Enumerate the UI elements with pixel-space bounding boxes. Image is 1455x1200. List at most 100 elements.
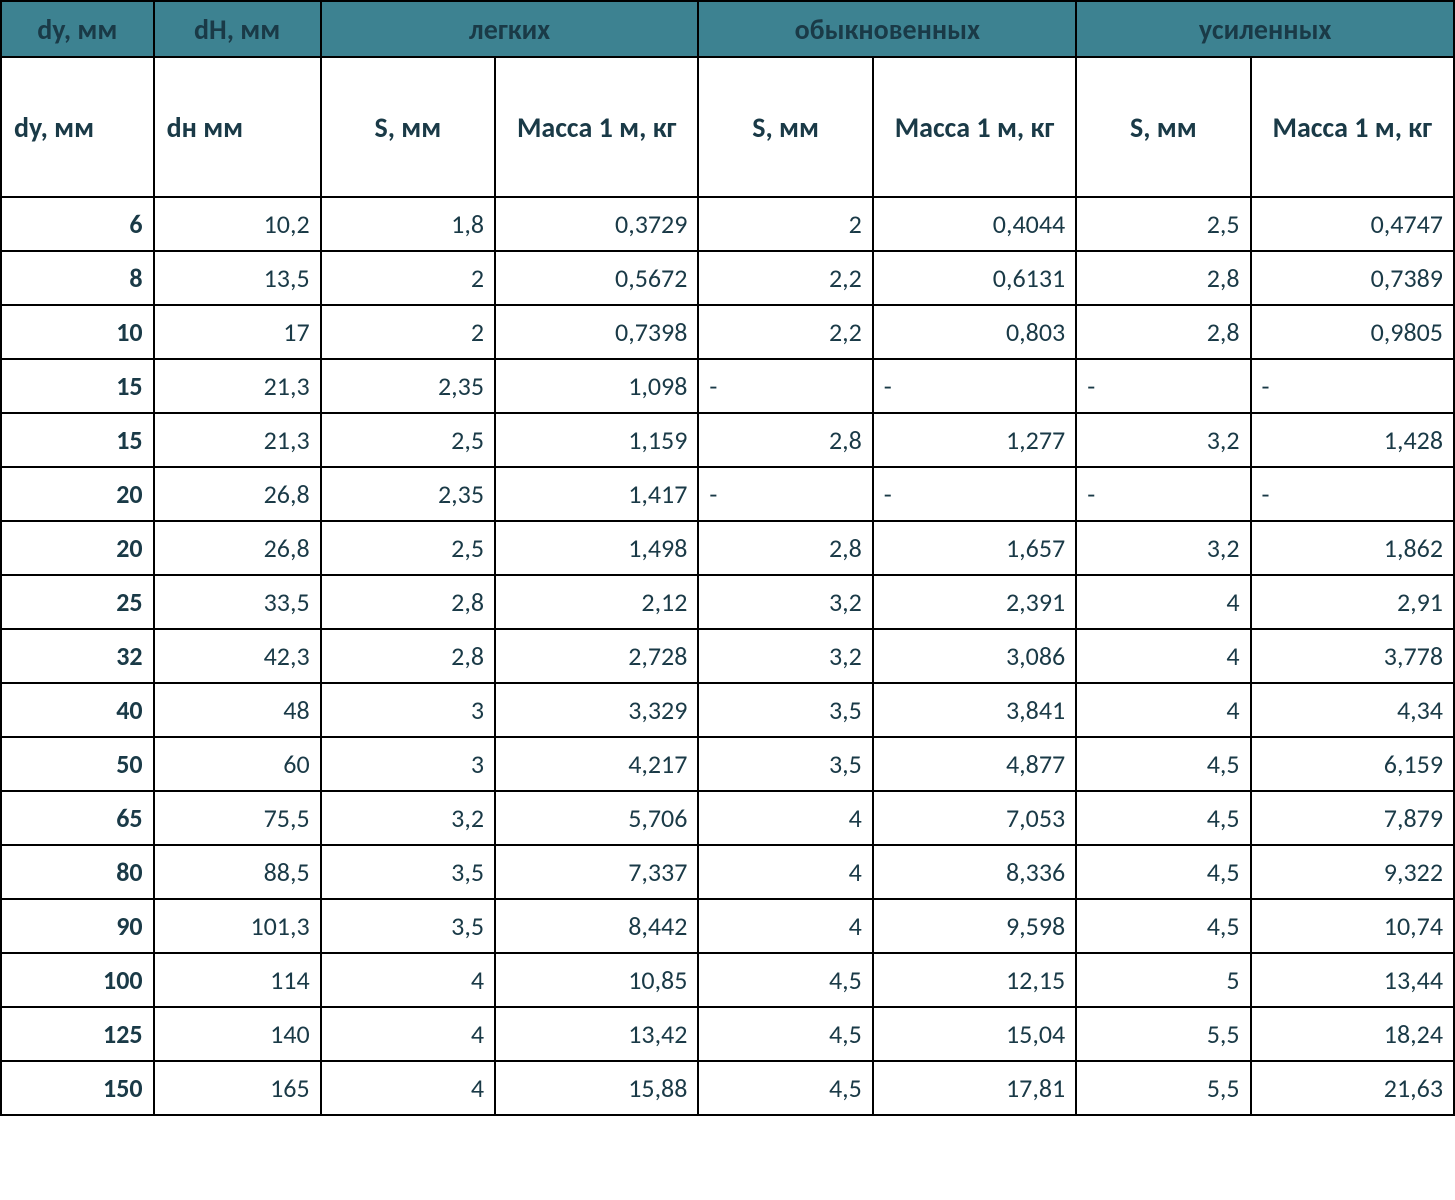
cell-dy: 15 bbox=[1, 359, 154, 413]
cell-rs: 2,8 bbox=[1076, 305, 1250, 359]
cell-lm: 2,12 bbox=[495, 575, 698, 629]
cell-os: 3,2 bbox=[698, 575, 872, 629]
cell-rm: 4,34 bbox=[1251, 683, 1454, 737]
cell-rm: 9,322 bbox=[1251, 845, 1454, 899]
table-row: 101720,73982,20,8032,80,9805 bbox=[1, 305, 1454, 359]
cell-rs: 2,5 bbox=[1076, 197, 1250, 251]
header-ordinary: обыкновенных bbox=[698, 1, 1076, 57]
cell-rm: 0,9805 bbox=[1251, 305, 1454, 359]
table-row: 2026,82,351,417---- bbox=[1, 467, 1454, 521]
cell-dy: 32 bbox=[1, 629, 154, 683]
cell-dn: 114 bbox=[154, 953, 321, 1007]
sub-header-row: dy, мм dн мм S, мм Масса 1 м, кг S, мм М… bbox=[1, 57, 1454, 197]
cell-ls: 2,8 bbox=[321, 575, 495, 629]
cell-ls: 2,5 bbox=[321, 521, 495, 575]
cell-os: - bbox=[698, 359, 872, 413]
cell-ls: 2 bbox=[321, 251, 495, 305]
subheader-light-mass: Масса 1 м, кг bbox=[495, 57, 698, 197]
cell-rs: 4,5 bbox=[1076, 791, 1250, 845]
cell-rs: - bbox=[1076, 467, 1250, 521]
cell-rm: - bbox=[1251, 359, 1454, 413]
cell-om: 0,803 bbox=[873, 305, 1076, 359]
cell-ls: 2 bbox=[321, 305, 495, 359]
cell-dn: 33,5 bbox=[154, 575, 321, 629]
cell-rs: 2,8 bbox=[1076, 251, 1250, 305]
cell-rs: 5,5 bbox=[1076, 1007, 1250, 1061]
cell-dn: 60 bbox=[154, 737, 321, 791]
cell-om: 3,841 bbox=[873, 683, 1076, 737]
cell-os: 3,5 bbox=[698, 683, 872, 737]
cell-dn: 48 bbox=[154, 683, 321, 737]
subheader-reinforced-s: S, мм bbox=[1076, 57, 1250, 197]
table-row: 2026,82,51,4982,81,6573,21,862 bbox=[1, 521, 1454, 575]
cell-dy: 40 bbox=[1, 683, 154, 737]
cell-lm: 8,442 bbox=[495, 899, 698, 953]
cell-om: 17,81 bbox=[873, 1061, 1076, 1115]
cell-om: 7,053 bbox=[873, 791, 1076, 845]
cell-lm: 4,217 bbox=[495, 737, 698, 791]
subheader-ordinary-mass: Масса 1 м, кг bbox=[873, 57, 1076, 197]
cell-os: 2 bbox=[698, 197, 872, 251]
cell-dn: 75,5 bbox=[154, 791, 321, 845]
cell-os: 3,2 bbox=[698, 629, 872, 683]
cell-om: 1,657 bbox=[873, 521, 1076, 575]
table-row: 2533,52,82,123,22,39142,91 bbox=[1, 575, 1454, 629]
cell-ls: 3 bbox=[321, 683, 495, 737]
cell-dn: 165 bbox=[154, 1061, 321, 1115]
cell-rs: - bbox=[1076, 359, 1250, 413]
cell-os: 4,5 bbox=[698, 953, 872, 1007]
cell-rs: 5,5 bbox=[1076, 1061, 1250, 1115]
cell-lm: 0,5672 bbox=[495, 251, 698, 305]
subheader-dy: dy, мм bbox=[1, 57, 154, 197]
cell-om: 0,6131 bbox=[873, 251, 1076, 305]
cell-rm: 0,4747 bbox=[1251, 197, 1454, 251]
cell-lm: 3,329 bbox=[495, 683, 698, 737]
cell-dy: 10 bbox=[1, 305, 154, 359]
cell-dy: 65 bbox=[1, 791, 154, 845]
cell-dn: 101,3 bbox=[154, 899, 321, 953]
cell-rs: 4 bbox=[1076, 683, 1250, 737]
cell-dn: 26,8 bbox=[154, 467, 321, 521]
cell-om: 3,086 bbox=[873, 629, 1076, 683]
cell-ls: 4 bbox=[321, 953, 495, 1007]
cell-om: 12,15 bbox=[873, 953, 1076, 1007]
cell-rs: 4,5 bbox=[1076, 845, 1250, 899]
cell-os: 3,5 bbox=[698, 737, 872, 791]
cell-ls: 3,5 bbox=[321, 899, 495, 953]
cell-rm: 2,91 bbox=[1251, 575, 1454, 629]
header-dn: dH, мм bbox=[154, 1, 321, 57]
cell-os: 4 bbox=[698, 791, 872, 845]
cell-lm: 13,42 bbox=[495, 1007, 698, 1061]
cell-dn: 21,3 bbox=[154, 359, 321, 413]
cell-dy: 50 bbox=[1, 737, 154, 791]
cell-rm: 18,24 bbox=[1251, 1007, 1454, 1061]
cell-lm: 1,159 bbox=[495, 413, 698, 467]
cell-dn: 140 bbox=[154, 1007, 321, 1061]
cell-lm: 7,337 bbox=[495, 845, 698, 899]
cell-os: 4,5 bbox=[698, 1007, 872, 1061]
cell-rm: - bbox=[1251, 467, 1454, 521]
cell-om: 0,4044 bbox=[873, 197, 1076, 251]
cell-rm: 10,74 bbox=[1251, 899, 1454, 953]
cell-om: - bbox=[873, 467, 1076, 521]
cell-lm: 0,7398 bbox=[495, 305, 698, 359]
table-row: 813,520,56722,20,61312,80,7389 bbox=[1, 251, 1454, 305]
pipe-spec-table: dy, мм dH, мм легких обыкновенных усилен… bbox=[0, 0, 1455, 1116]
cell-lm: 1,098 bbox=[495, 359, 698, 413]
cell-dy: 80 bbox=[1, 845, 154, 899]
table-row: 150165415,884,517,815,521,63 bbox=[1, 1061, 1454, 1115]
table-row: 3242,32,82,7283,23,08643,778 bbox=[1, 629, 1454, 683]
cell-rm: 21,63 bbox=[1251, 1061, 1454, 1115]
cell-os: 2,2 bbox=[698, 305, 872, 359]
cell-dn: 13,5 bbox=[154, 251, 321, 305]
cell-dn: 26,8 bbox=[154, 521, 321, 575]
cell-dy: 25 bbox=[1, 575, 154, 629]
cell-ls: 2,35 bbox=[321, 467, 495, 521]
cell-ls: 2,5 bbox=[321, 413, 495, 467]
table-row: 6575,53,25,70647,0534,57,879 bbox=[1, 791, 1454, 845]
cell-ls: 2,35 bbox=[321, 359, 495, 413]
cell-dn: 21,3 bbox=[154, 413, 321, 467]
cell-lm: 2,728 bbox=[495, 629, 698, 683]
cell-lm: 5,706 bbox=[495, 791, 698, 845]
cell-dn: 17 bbox=[154, 305, 321, 359]
